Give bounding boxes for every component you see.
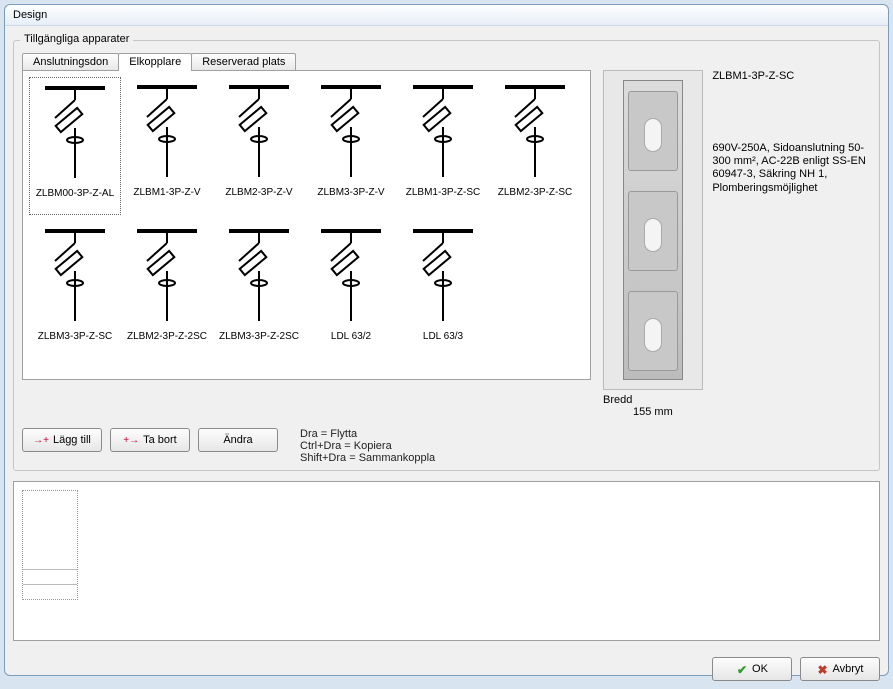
device-label: ZLBM3-3P-Z-V <box>317 187 384 198</box>
width-value: 155 mm <box>633 406 673 418</box>
add-icon: →+ <box>33 435 49 446</box>
footer: OK Avbryt <box>5 649 888 689</box>
device-item[interactable]: ZLBM00-3P-Z-AL <box>29 77 121 215</box>
tab-reserverad-plats[interactable]: Reserverad plats <box>191 53 296 70</box>
remove-button-label: Ta bort <box>143 434 177 446</box>
device-item[interactable]: ZLBM2-3P-Z-2SC <box>121 221 213 359</box>
device-label: LDL 63/2 <box>331 331 371 342</box>
device-item[interactable]: ZLBM1-3P-Z-SC <box>397 77 489 215</box>
width-label: Bredd <box>603 394 632 406</box>
add-button-label: Lägg till <box>53 434 91 446</box>
cancel-button[interactable]: Avbryt <box>800 657 880 681</box>
product-mock <box>623 80 683 380</box>
switch-symbol-icon <box>401 77 485 185</box>
switch-symbol-icon <box>33 78 117 186</box>
hint-move: Dra = Flytta <box>300 428 435 440</box>
window-body: Tillgängliga apparater Anslutningsdon El… <box>5 26 888 649</box>
device-item[interactable]: ZLBM2-3P-Z-SC <box>489 77 581 215</box>
cancel-label: Avbryt <box>833 663 864 675</box>
tabs: Anslutningsdon Elkopplare Reserverad pla… <box>22 53 871 70</box>
switch-symbol-icon <box>217 77 301 185</box>
drag-hints: Dra = Flytta Ctrl+Dra = Kopiera Shift+Dr… <box>300 428 435 464</box>
device-item[interactable]: LDL 63/2 <box>305 221 397 359</box>
tab-elkopplare[interactable]: Elkopplare <box>118 53 192 71</box>
ok-button[interactable]: OK <box>712 657 792 681</box>
switch-symbol-icon <box>309 77 393 185</box>
preview-image <box>603 70 703 390</box>
switch-symbol-icon <box>217 221 301 329</box>
design-window: Design Tillgängliga apparater Anslutning… <box>4 4 889 676</box>
window-title: Design <box>13 9 47 21</box>
device-label: ZLBM3-3P-Z-2SC <box>219 331 299 342</box>
device-item[interactable]: LDL 63/3 <box>397 221 489 359</box>
hint-connect: Shift+Dra = Sammankoppla <box>300 452 435 464</box>
device-label: LDL 63/3 <box>423 331 463 342</box>
placeholder-slot[interactable] <box>22 490 78 600</box>
remove-button[interactable]: +→ Ta bort <box>110 428 190 452</box>
ok-icon <box>736 663 748 675</box>
tab-anslutningsdon[interactable]: Anslutningsdon <box>22 53 119 70</box>
device-grid: ZLBM00-3P-Z-AL ZLBM1-3P-Z-V ZLBM2-3P-Z-V <box>22 70 591 380</box>
add-button[interactable]: →+ Lägg till <box>22 428 102 452</box>
device-label: ZLBM2-3P-Z-V <box>225 187 292 198</box>
group-title: Tillgängliga apparater <box>20 33 133 45</box>
switch-symbol-icon <box>493 77 577 185</box>
available-devices-group: Tillgängliga apparater Anslutningsdon El… <box>13 40 880 471</box>
preview-description: 690V-250A, Sidoanslutning 50-300 mm², AC… <box>712 142 871 195</box>
switch-symbol-icon <box>309 221 393 329</box>
ok-label: OK <box>752 663 768 675</box>
hint-copy: Ctrl+Dra = Kopiera <box>300 440 435 452</box>
device-label: ZLBM2-3P-Z-SC <box>498 187 572 198</box>
device-label: ZLBM3-3P-Z-SC <box>38 331 112 342</box>
cancel-icon <box>817 663 829 675</box>
switch-symbol-icon <box>125 77 209 185</box>
device-label: ZLBM1-3P-Z-V <box>133 187 200 198</box>
toolbar-row: →+ Lägg till +→ Ta bort Ändra Dra = Flyt… <box>22 428 871 464</box>
device-item[interactable]: ZLBM2-3P-Z-V <box>213 77 305 215</box>
titlebar: Design <box>5 5 888 26</box>
switch-symbol-icon <box>33 221 117 329</box>
switch-symbol-icon <box>401 221 485 329</box>
edit-button-label: Ändra <box>223 434 252 446</box>
preview-info: ZLBM1-3P-Z-SC 690V-250A, Sidoanslutning … <box>712 70 871 418</box>
device-label: ZLBM00-3P-Z-AL <box>36 188 114 199</box>
switch-symbol-icon <box>125 221 209 329</box>
width-row: Bredd 155 mm <box>603 394 704 418</box>
remove-icon: +→ <box>123 435 139 446</box>
device-item[interactable]: ZLBM3-3P-Z-V <box>305 77 397 215</box>
preview-title: ZLBM1-3P-Z-SC <box>712 70 871 82</box>
device-item[interactable]: ZLBM3-3P-Z-SC <box>29 221 121 359</box>
drop-panel[interactable] <box>13 481 880 641</box>
content-row: ZLBM00-3P-Z-AL ZLBM1-3P-Z-V ZLBM2-3P-Z-V <box>22 70 871 418</box>
device-label: ZLBM1-3P-Z-SC <box>406 187 480 198</box>
device-item[interactable]: ZLBM1-3P-Z-V <box>121 77 213 215</box>
device-label: ZLBM2-3P-Z-2SC <box>127 331 207 342</box>
device-item[interactable]: ZLBM3-3P-Z-2SC <box>213 221 305 359</box>
preview-panel: Bredd 155 mm ZLBM1-3P-Z-SC 690V-250A, Si… <box>603 70 871 418</box>
edit-button[interactable]: Ändra <box>198 428 278 452</box>
